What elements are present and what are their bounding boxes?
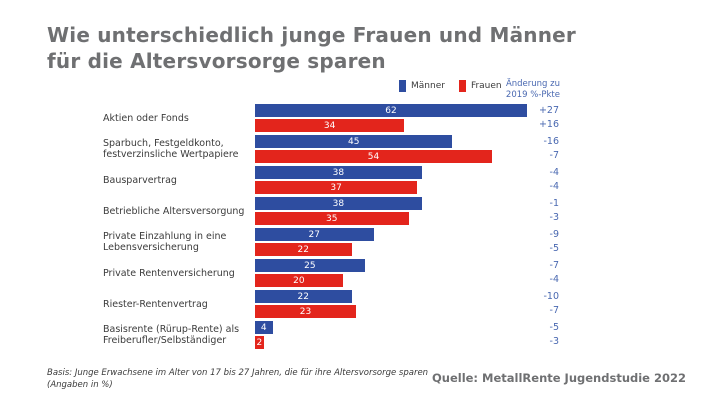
category-label: Bausparvertrag [103, 174, 177, 186]
legend-swatch-frauen-icon [458, 80, 466, 92]
chart-row: Riester-Rentenvertrag 22 23 -10 -7 [103, 290, 559, 318]
chart-title-line1: Wie unterschiedlich junge Frauen und Män… [47, 23, 576, 47]
chart-row: Aktien oder Fonds 62 34 +27 +16 [103, 104, 559, 132]
chart-row: Bausparvertrag 38 37 -4 -4 [103, 166, 559, 194]
change-values: -16 -7 [533, 135, 559, 163]
bar-value-label: 27 [308, 229, 320, 240]
change-values: -5 -3 [533, 321, 559, 349]
bar-chart: Aktien oder Fonds 62 34 +27 +16 Sparbuch, Fes… [103, 104, 559, 352]
legend-swatch-maenner-icon [399, 80, 406, 92]
bar-pair: 62 34 [255, 104, 533, 132]
bar-pair: 27 22 [255, 228, 533, 256]
bar-pair: 25 20 [255, 259, 533, 287]
change-values: -7 -4 [533, 259, 559, 287]
bar-men: 38 [255, 166, 422, 179]
chart-row: Sparbuch, Festgeldkonto, festverzinslich… [103, 135, 559, 163]
bar-women: 34 [255, 119, 405, 132]
change-value-women: -3 [549, 212, 559, 223]
bar-women: 22 [255, 243, 352, 256]
chart-title-line2: für die Altersvorsorge sparen [47, 49, 386, 73]
bar-pair: 38 37 [255, 166, 533, 194]
bar-pair: 22 23 [255, 290, 533, 318]
change-header-line1: Änderung zu [505, 79, 560, 89]
bar-value-label: 54 [367, 151, 380, 162]
bar-men: 22 [255, 290, 352, 303]
change-value-women: -7 [549, 150, 559, 161]
chart-row: Private Rentenversicherung 25 20 -7 -4 [103, 259, 559, 287]
category-label: Riester-Rentenvertrag [103, 298, 208, 310]
bar-value-label: 45 [347, 136, 360, 147]
change-value-women: -3 [549, 336, 559, 347]
change-values: -9 -5 [533, 228, 559, 256]
change-values: -4 -4 [533, 166, 559, 194]
bar-value-label: 25 [304, 260, 316, 271]
bar-value-label: 38 [332, 198, 345, 209]
change-value-women: -4 [549, 181, 559, 192]
category-label: Sparbuch, Festgeldkonto, festverzinslich… [103, 138, 239, 160]
change-value-women: -7 [549, 305, 559, 316]
change-value-women: +16 [538, 119, 559, 130]
legend-label-maenner: Männer [411, 81, 445, 91]
bar-value-label: 37 [330, 182, 342, 193]
bar-value-label: 23 [299, 306, 312, 317]
footnote-basis-line2: (Angaben in %) [47, 379, 113, 390]
change-values: +27 +16 [533, 104, 559, 132]
category-label: Private Rentenversicherung [103, 267, 235, 279]
change-value-women: -5 [549, 243, 559, 254]
change-value-men: +27 [538, 105, 559, 116]
bar-women: 35 [255, 212, 409, 225]
chart-title: Wie unterschiedlich junge Frauen und Män… [47, 22, 687, 74]
change-header-line2: 2019 %-Pkte [505, 90, 560, 100]
change-values: -10 -7 [533, 290, 559, 318]
bar-value-label: 4 [260, 322, 267, 333]
bar-men: 38 [255, 197, 422, 210]
chart-row: Private Einzahlung in eine Lebensversich… [103, 228, 559, 256]
category-label: Betriebliche Altersversorgung [103, 205, 245, 217]
category-label: Aktien oder Fonds [103, 112, 189, 124]
change-value-men: -1 [549, 198, 559, 209]
bar-women: 37 [255, 181, 418, 194]
category-label: Basisrente (Rürup-Rente) als Freiberufle… [103, 324, 240, 346]
legend: Männer Frauen [399, 80, 502, 92]
footnote-basis-line1: Basis: Junge Erwachsene im Alter von 17 … [47, 368, 429, 378]
bar-value-label: 2 [256, 337, 263, 348]
legend-label-frauen: Frauen [470, 81, 502, 91]
bar-women: 2 [255, 336, 264, 349]
bar-value-label: 34 [323, 120, 336, 131]
bar-men: 25 [255, 259, 365, 272]
bar-men: 62 [255, 104, 527, 117]
bar-men: 27 [255, 228, 374, 241]
change-column-header: Änderung zu 2019 %-Pkte [440, 79, 560, 101]
bar-value-label: 35 [326, 213, 338, 224]
bar-value-label: 22 [297, 291, 309, 302]
change-value-men: -16 [543, 136, 559, 147]
change-values: -1 -3 [533, 197, 559, 225]
bar-value-label: 20 [293, 275, 305, 286]
change-value-men: -4 [549, 167, 559, 178]
bar-men: 4 [255, 321, 273, 334]
bar-pair: 45 54 [255, 135, 533, 163]
change-value-women: -4 [549, 274, 559, 285]
bar-women: 54 [255, 150, 492, 163]
bar-men: 45 [255, 135, 453, 148]
bar-women: 23 [255, 305, 356, 318]
legend-item-frauen: Frauen [458, 80, 502, 92]
footnote-basis: Basis: Junge Erwachsene im Alter von 17 … [47, 368, 428, 391]
change-value-men: -9 [549, 229, 559, 240]
bar-pair: 38 35 [255, 197, 533, 225]
chart-row: Betriebliche Altersversorgung 38 35 -1 -3 [103, 197, 559, 225]
bar-value-label: 22 [297, 244, 309, 255]
change-value-men: -10 [543, 291, 559, 302]
legend-item-maenner: Männer [399, 80, 445, 92]
change-value-men: -5 [549, 322, 559, 333]
source-credit: Quelle: MetallRente Jugendstudie 2022 [431, 371, 686, 385]
change-value-men: -7 [549, 260, 559, 271]
bar-value-label: 38 [332, 167, 345, 178]
bar-women: 20 [255, 274, 343, 287]
category-label: Private Einzahlung in eine Lebensversich… [103, 231, 227, 253]
chart-row: Basisrente (Rürup-Rente) als Freiberufle… [103, 321, 559, 349]
bar-value-label: 62 [385, 105, 397, 116]
